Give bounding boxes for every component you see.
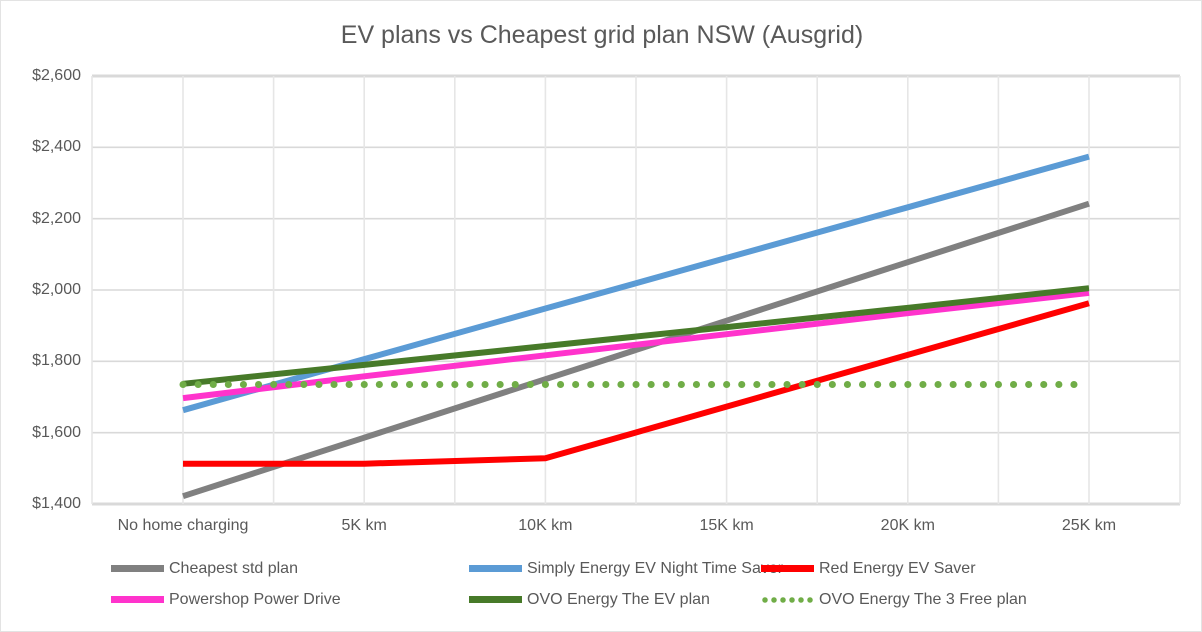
- series-lines: [179, 153, 1093, 500]
- y-axis-tick-label: $2,000: [32, 281, 81, 298]
- legend-swatch-icon: [111, 563, 164, 575]
- legend-item[interactable]: Simply Energy EV Night Time Saver: [469, 560, 783, 578]
- y-axis-tick-label: $2,400: [32, 138, 81, 156]
- legend-swatch-icon: [469, 563, 522, 575]
- x-axis-tick-label: 25K km: [1061, 517, 1117, 534]
- legend-item[interactable]: OVO Energy The EV plan: [469, 591, 761, 609]
- y-axis-tick-label: $2,200: [32, 209, 81, 227]
- x-axis-tick-label: 5K km: [341, 517, 387, 534]
- legend-item[interactable]: Powershop Power Drive: [111, 591, 469, 609]
- legend-swatch-bar: [469, 596, 522, 603]
- chart-title: EV plans vs Cheapest grid plan NSW (Ausg…: [340, 21, 864, 49]
- legend-swatch-bar: [469, 565, 522, 572]
- legend-swatch-icon: [761, 593, 814, 606]
- legend-label: Red Energy EV Saver: [819, 559, 976, 577]
- legend-item[interactable]: OVO Energy The 3 Free plan: [761, 591, 1061, 609]
- series-line: [183, 300, 1090, 467]
- chart-legend: Cheapest std plan Simply Energy EV Night …: [111, 553, 1111, 615]
- legend-swatch-bar: [111, 565, 164, 572]
- y-axis-tick-label: $1,600: [32, 423, 81, 441]
- series-line: [182, 289, 1090, 402]
- legend-swatch-icon: [111, 594, 164, 606]
- x-axis-tick-label: 15K km: [699, 517, 754, 534]
- y-axis-tick-label: $2,600: [32, 67, 81, 84]
- legend-label: Powershop Power Drive: [169, 590, 341, 608]
- x-axis-tick-label: 10K km: [518, 517, 573, 534]
- series-line: [182, 285, 1090, 387]
- legend-swatch-icon: [761, 563, 814, 575]
- legend-row: Powershop Power Drive OVO Energy The EV p…: [111, 584, 1111, 615]
- y-axis-tick-label: $1,400: [32, 495, 81, 512]
- legend-swatch-bar: [761, 565, 814, 572]
- legend-item[interactable]: Red Energy EV Saver: [761, 560, 1061, 578]
- legend-swatch-icon: [469, 594, 522, 606]
- legend-label: OVO Energy The EV plan: [527, 590, 710, 608]
- legend-label: Simply Energy EV Night Time Saver: [527, 559, 784, 577]
- legend-label: Cheapest std plan: [169, 559, 298, 577]
- x-axis-tick-label: No home charging: [117, 517, 249, 534]
- x-axis-tick-label: 20K km: [880, 517, 935, 534]
- legend-row: Cheapest std plan Simply Energy EV Night …: [111, 553, 1111, 584]
- y-axis-tick-label: $1,800: [32, 352, 81, 370]
- legend-label: OVO Energy The 3 Free plan: [819, 590, 1027, 608]
- series-line: [182, 200, 1090, 500]
- legend-item[interactable]: Cheapest std plan: [111, 560, 469, 578]
- legend-swatch-bar: [111, 596, 164, 603]
